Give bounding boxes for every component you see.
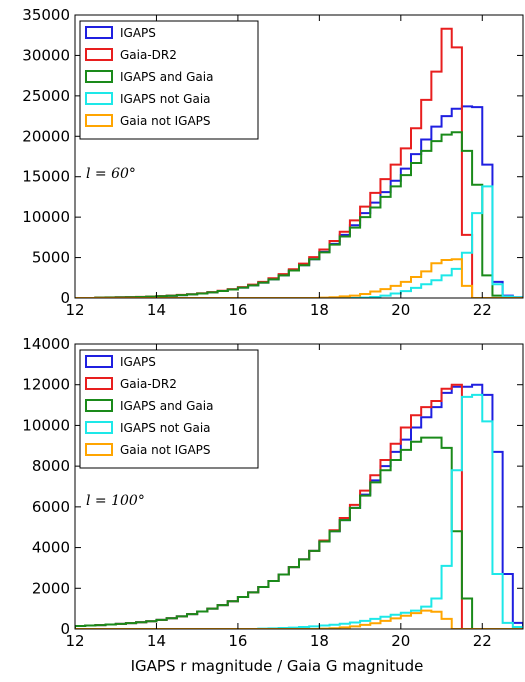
x-tick-label: 14	[147, 301, 166, 319]
x-tick-label: 20	[391, 632, 410, 650]
legend-label: Gaia-DR2	[120, 377, 177, 391]
y-tick-label: 4000	[32, 539, 70, 557]
y-tick-label: 10000	[22, 416, 70, 434]
legend-label: IGAPS and Gaia	[120, 399, 213, 413]
panel-l60: 12 14 16 18 20 22 0 5000 10000 15000 20000 25000 300…	[22, 6, 524, 319]
x-tick-label: 18	[310, 632, 329, 650]
y-tick-label: 6000	[32, 498, 70, 516]
y-tick-label: 10000	[22, 208, 70, 226]
histogram-lines	[75, 383, 523, 629]
x-tick-label: 16	[228, 301, 247, 319]
galactic-longitude-annotation: l = 100°	[86, 493, 145, 509]
series-igaps-and-gaia	[75, 436, 523, 629]
series-igaps-not-gaia	[75, 393, 523, 629]
legend-swatch	[85, 377, 113, 390]
axis-ticks: 12 14 16 18 20 22 0 5000 10000 15000 20000 25000 300…	[22, 6, 523, 319]
x-tick-label: 22	[473, 301, 492, 319]
y-tick-label: 2000	[32, 579, 70, 597]
legend-box	[79, 349, 259, 469]
legend: IGAPS Gaia-DR2 IGAPS and Gaia IGAPS not Gai…	[79, 20, 259, 140]
y-tick-label: 14000	[22, 335, 70, 353]
x-tick-label: 12	[65, 632, 84, 650]
annotation-text: l = 60°	[86, 166, 136, 182]
series-gaia-not-igaps	[75, 258, 523, 298]
legend-swatch	[85, 421, 113, 434]
y-tick-label: 5000	[32, 249, 70, 267]
legend-box	[79, 20, 259, 140]
legend-swatch	[85, 92, 113, 105]
legend-label: Gaia not IGAPS	[120, 114, 211, 128]
legend-swatch	[85, 48, 113, 61]
y-tick-label: 8000	[32, 457, 70, 475]
y-tick-label: 0	[60, 289, 70, 307]
axes-frame	[74, 343, 524, 630]
legend-label: IGAPS not Gaia	[120, 421, 211, 435]
legend-swatch	[85, 399, 113, 412]
x-tick-label: 14	[147, 632, 166, 650]
y-tick-label: 0	[60, 620, 70, 638]
y-tick-label: 12000	[22, 376, 70, 394]
series-gaia-not-igaps	[75, 609, 523, 629]
legend-label: IGAPS and Gaia	[120, 70, 213, 84]
y-tick-label: 30000	[22, 46, 70, 64]
y-tick-label: 15000	[22, 168, 70, 186]
legend-swatch	[85, 443, 113, 456]
galactic-longitude-annotation: l = 60°	[86, 166, 136, 182]
panel-l100: 12 14 16 18 20 22 0 2000 4000 6000 8000 10000 12000 1…	[22, 335, 524, 650]
x-tick-label: 18	[310, 301, 329, 319]
legend-label: IGAPS	[120, 26, 156, 40]
legend: IGAPS Gaia-DR2 IGAPS and Gaia IGAPS not Gai…	[79, 349, 259, 469]
series-igaps-not-gaia	[75, 185, 523, 298]
annotation-text: l = 100°	[86, 493, 145, 509]
x-tick-label: 20	[391, 301, 410, 319]
legend-label: Gaia-DR2	[120, 48, 177, 62]
y-tick-label: 35000	[22, 6, 70, 24]
legend-swatch	[85, 114, 113, 127]
legend-label: IGAPS not Gaia	[120, 92, 211, 106]
x-tick-label: 16	[228, 632, 247, 650]
x-tick-label: 22	[473, 632, 492, 650]
legend-swatch	[85, 26, 113, 39]
y-tick-label: 20000	[22, 127, 70, 145]
legend-swatch	[85, 70, 113, 83]
axis-ticks: 12 14 16 18 20 22 0 2000 4000 6000 8000 10000 12000 1…	[22, 335, 523, 650]
legend-swatch	[85, 355, 113, 368]
legend-label: Gaia not IGAPS	[120, 443, 211, 457]
x-axis-label: IGAPS r magnitude / Gaia G magnitude	[131, 657, 424, 675]
legend-label: IGAPS	[120, 355, 156, 369]
y-tick-label: 25000	[22, 87, 70, 105]
axes-frame	[74, 14, 524, 299]
x-tick-label: 12	[65, 301, 84, 319]
